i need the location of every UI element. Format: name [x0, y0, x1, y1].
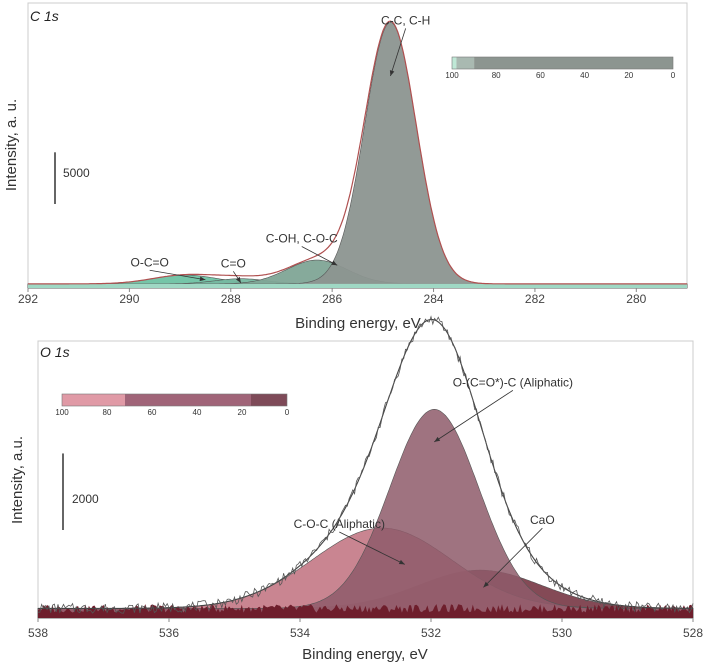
- o1s-component-0: [37, 408, 694, 619]
- o1s-x-tick-label: 538: [28, 626, 48, 640]
- o1s-colorbar-tick-label: 60: [148, 408, 157, 417]
- o1s-annotation-label: C-O-C (Aliphatic): [294, 517, 385, 531]
- o1s-y-axis-title: Intensity, a.u.: [9, 436, 26, 524]
- c1s-x-tick-label: 288: [221, 292, 241, 306]
- c1s-components: [27, 21, 688, 289]
- c1s-annotation-arrowhead: [389, 70, 395, 77]
- o1s-annotation-arrow: [483, 527, 543, 588]
- o1s-colorbar-segment: [125, 394, 251, 406]
- c1s-colorbar-tick-label: 80: [492, 71, 501, 80]
- o1s-raw-data-line: [37, 315, 694, 614]
- c1s-colorbar-frame: [451, 56, 674, 70]
- c1s-annotation-label: O-C=O: [130, 255, 168, 269]
- c1s-annotation-arrow: [390, 28, 407, 77]
- c1s-annotation-label: C-C, C-H: [381, 13, 430, 27]
- o1s-baseline-band: [38, 604, 693, 618]
- c1s-scale-bar-label: 5000: [63, 166, 90, 180]
- o1s-colorbar-tick-label: 20: [238, 408, 247, 417]
- c1s-annotation-arrowhead: [199, 276, 206, 282]
- c1s-colorbar-tick-label: 100: [445, 71, 459, 80]
- c1s-x-tick-label: 286: [322, 292, 342, 306]
- o1s-x-tick-label: 528: [683, 626, 703, 640]
- o1s-colorbar-segment: [251, 394, 287, 406]
- o1s-colorbar-tick-label: 80: [103, 408, 112, 417]
- c1s-x-axis-title: Binding energy, eV: [295, 315, 421, 332]
- c1s-colorbar-segment: [452, 57, 457, 69]
- c1s-colorbar-segment: [456, 57, 475, 69]
- o1s-annotation-label: CaO: [530, 513, 555, 527]
- c1s-x-tick-label: 280: [626, 292, 646, 306]
- c1s-x-tick-label: 284: [424, 292, 444, 306]
- c1s-annotation-arrowhead: [331, 260, 338, 266]
- c1s-annotation-label: C-OH, C-O-C: [266, 232, 338, 246]
- o1s-x-ticks: 538 536 534 532 530 528: [28, 618, 703, 640]
- o1s-components: [37, 408, 694, 619]
- o1s-x-tick-label: 530: [552, 626, 572, 640]
- c1s-x-tick-label: 290: [119, 292, 139, 306]
- c1s-x-ticks: 292 290 288 286 284 282 280: [18, 288, 647, 306]
- c1s-annotation-arrowhead: [235, 276, 241, 283]
- c1s-panel-title: C 1s: [30, 8, 59, 24]
- o1s-colorbar-tick-label: 100: [55, 408, 69, 417]
- c1s-colorbar-tick-label: 60: [536, 71, 545, 80]
- c1s-annotation-arrow: [149, 269, 206, 281]
- o1s-scale-bar-label: 2000: [72, 492, 99, 506]
- o1s-x-tick-label: 534: [290, 626, 310, 640]
- c1s-y-axis-title: Intensity, a. u.: [3, 99, 20, 191]
- c1s-annotation-label: C=O: [221, 256, 246, 270]
- c1s-colorbar-segment: [474, 57, 673, 69]
- c1s-colorbar: 100 80 60 40 20 0: [445, 56, 676, 80]
- o1s-annotation-arrow: [434, 390, 514, 443]
- o1s-colorbar-tick-label: 0: [285, 408, 290, 417]
- c1s-colorbar-tick-label: 40: [580, 71, 589, 80]
- o1s-colorbar-tick-label: 40: [193, 408, 202, 417]
- o1s-panel: O 1s O-(C=O*)-C (Aliphatic) C-O-C (Alipha…: [9, 315, 703, 663]
- c1s-colorbar-tick-label: 0: [671, 71, 676, 80]
- o1s-annotation-label: O-(C=O*)-C (Aliphatic): [453, 375, 573, 389]
- c1s-annotations: C-C, C-H C-OH, C-O-C C=O O-C=O: [130, 13, 430, 284]
- o1s-colorbar-frame: [61, 393, 288, 407]
- o1s-panel-title: O 1s: [40, 344, 70, 360]
- o1s-annotation-arrowhead: [434, 436, 441, 442]
- o1s-annotation-arrow: [339, 531, 405, 565]
- c1s-baseline-band: [28, 283, 687, 288]
- c1s-envelope-line: [28, 20, 687, 285]
- c1s-x-tick-label: 282: [525, 292, 545, 306]
- c1s-colorbar-tick-label: 20: [624, 71, 633, 80]
- o1s-annotation-arrowhead: [483, 581, 489, 588]
- c1s-panel: C 1s C-C, C-HC-OH, C-O-CC=OO-C=O 292 290 2…: [3, 2, 688, 332]
- o1s-x-tick-label: 532: [421, 626, 441, 640]
- c1s-annotation-arrow: [301, 246, 338, 266]
- o1s-colorbar: 100 80 60 40 20 0: [55, 393, 290, 417]
- o1s-x-tick-label: 536: [159, 626, 179, 640]
- c1s-x-tick-label: 292: [18, 292, 38, 306]
- o1s-colorbar-segment: [62, 394, 125, 406]
- o1s-x-axis-title: Binding energy, eV: [302, 646, 428, 663]
- o1s-annotations: O-(C=O*)-C (Aliphatic) C-O-C (Aliphatic) C…: [294, 375, 573, 588]
- o1s-annotation-arrowhead: [398, 559, 405, 565]
